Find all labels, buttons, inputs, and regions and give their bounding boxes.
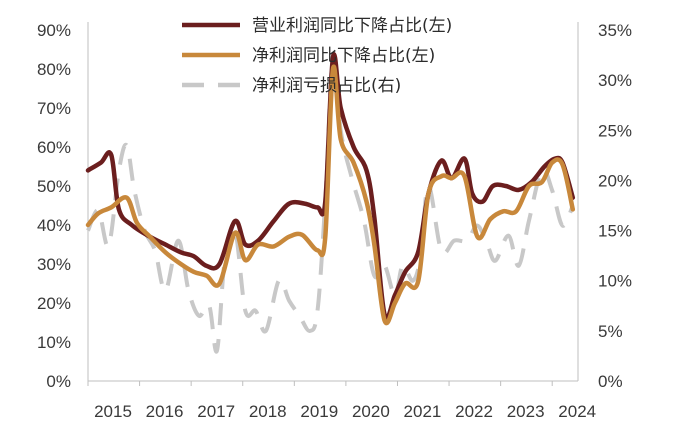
series-line-0 bbox=[85, 52, 576, 321]
right-tick-label: 30% bbox=[598, 71, 632, 90]
left-tick-label: 30% bbox=[37, 255, 71, 274]
left-tick-label: 80% bbox=[37, 60, 71, 79]
right-tick-label: 10% bbox=[598, 272, 632, 291]
legend-label-1: 净利润同比下降占比(左) bbox=[252, 46, 435, 66]
right-tick-label: 25% bbox=[598, 121, 632, 140]
left-tick-label: 70% bbox=[37, 99, 71, 118]
legend-label-0: 营业利润同比下降占比(左) bbox=[252, 16, 452, 36]
right-tick-label: 35% bbox=[598, 21, 632, 40]
left-axis-ticks: 0% 10% 20% 30% 40% 50% 60% 70% 80% 90% bbox=[37, 21, 71, 391]
series-lines bbox=[85, 51, 576, 354]
x-tick-label: 2023 bbox=[507, 402, 545, 421]
x-axis-ticks: 2015 2016 2017 2018 2019 2020 2021 2022 2023 2024 bbox=[87, 381, 596, 421]
left-tick-label: 60% bbox=[37, 138, 71, 157]
right-axis-ticks: 0% 5% 10% 15% 20% 25% 30% 35% bbox=[598, 21, 632, 391]
left-tick-label: 40% bbox=[37, 216, 71, 235]
x-tick-label: 2018 bbox=[249, 402, 287, 421]
axes bbox=[87, 22, 579, 382]
right-tick-label: 0% bbox=[598, 372, 623, 391]
x-tick-label: 2021 bbox=[404, 402, 442, 421]
legend: 营业利润同比下降占比(左) 净利润同比下降占比(左) 净利润亏损占比(右) bbox=[182, 16, 452, 96]
x-tick-label: 2015 bbox=[94, 402, 132, 421]
x-tick-label: 2020 bbox=[352, 402, 390, 421]
right-tick-label: 5% bbox=[598, 322, 623, 341]
left-tick-label: 10% bbox=[37, 333, 71, 352]
left-tick-label: 0% bbox=[46, 372, 71, 391]
series-line-1 bbox=[85, 64, 576, 326]
legend-label-2: 净利润亏损占比(右) bbox=[252, 76, 401, 96]
x-tick-label: 2024 bbox=[558, 402, 596, 421]
x-tick-label: 2019 bbox=[300, 402, 338, 421]
x-tick-label: 2016 bbox=[146, 402, 184, 421]
left-tick-label: 90% bbox=[37, 21, 71, 40]
right-tick-label: 15% bbox=[598, 222, 632, 241]
x-tick-label: 2022 bbox=[455, 402, 493, 421]
right-tick-label: 20% bbox=[598, 171, 632, 190]
x-tick-label: 2017 bbox=[197, 402, 235, 421]
left-tick-label: 20% bbox=[37, 294, 71, 313]
left-tick-label: 50% bbox=[37, 177, 71, 196]
